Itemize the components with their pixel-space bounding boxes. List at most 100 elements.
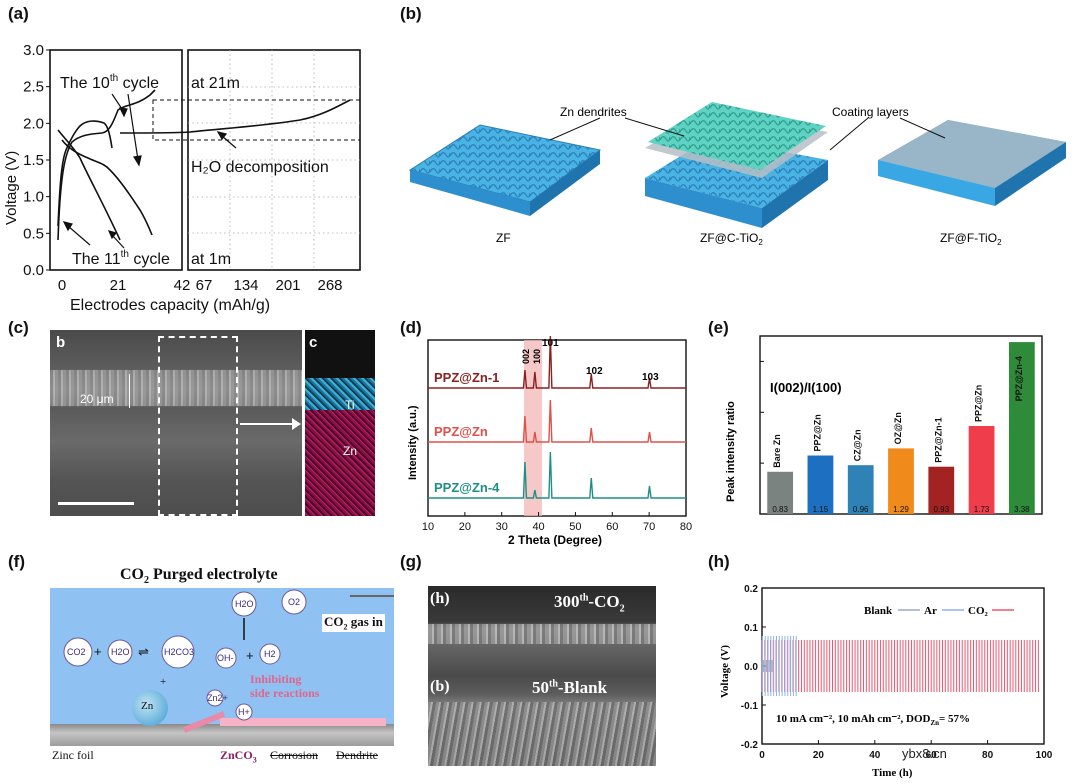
panel-h-legend: Blank Ar CO₂: [864, 605, 1014, 617]
bar-category-label: PPZ@Zn: [974, 385, 984, 422]
label-zf: ZF: [496, 231, 511, 245]
bar-6: [1008, 342, 1035, 514]
sem-50th-blank: (b) 50th-Blank: [428, 676, 656, 766]
panel-h-condition: 10 mA cm⁻², 10 mAh cm⁻², DODZn= 57%: [776, 713, 970, 727]
g-top-label: (h): [430, 590, 450, 607]
sem-300th-co2: (h) 300th-CO2: [428, 586, 656, 676]
bar-category-label: Bare Zn: [772, 434, 782, 468]
bar-value-label: 0.96: [853, 505, 869, 514]
bar-2: [847, 465, 874, 514]
panel-h-voltage-profile: 0.2 0.1 0.0 -0.1 -0.20 20 40 60 80 100 Blank Ar C…: [719, 584, 1053, 779]
a-ytick-label: 1.5: [23, 152, 44, 169]
g-top-title: 300th-CO2: [554, 592, 625, 615]
f-pink-arrow: [182, 711, 226, 733]
co2-signal: [761, 640, 1039, 692]
eds-label-ti: Ti: [345, 398, 355, 412]
xrd-line-0: [428, 335, 686, 389]
bar-5: [968, 426, 995, 514]
a-ytick-label: 1.0: [23, 189, 44, 206]
panel-a-xlabel: Electrodes capacity (mAh/g): [70, 297, 270, 314]
inhibit-band: [220, 718, 386, 726]
zinc-foil: [50, 724, 394, 746]
panel-h-ticks: 0.2 0.1 0.0 -0.1 -0.20 20 40 60 80 100: [741, 584, 1053, 761]
panel-label-b: (b): [400, 4, 422, 23]
label-zn-dendrites: Zn dendrites: [560, 105, 627, 119]
panel-d-ylabel: Intensity (a.u.): [407, 405, 419, 480]
svg-text:H+: H+: [238, 707, 250, 717]
curve-11th-discharge: [57, 129, 121, 241]
svg-text:OH-: OH-: [217, 653, 234, 663]
ann-11th-cycle: The 11th cycle: [72, 249, 170, 268]
peak-002: 002: [521, 349, 531, 364]
a-ytick-label: 2.0: [23, 115, 44, 132]
xrd-line-2: [428, 451, 686, 499]
xrd-series-label: PPZ@Zn-1: [434, 370, 499, 385]
bar-category-label: OZ@Zn: [893, 412, 903, 444]
watermark: ybx8.cn: [902, 746, 947, 761]
panel-d-axes: [427, 339, 687, 517]
d-xtick-label: 50: [569, 521, 581, 533]
panel-a-arrows: [62, 93, 237, 249]
coating-layer-texture: [50, 370, 302, 406]
legend-co2: CO₂: [968, 605, 989, 617]
d-xtick-label: 40: [532, 521, 544, 533]
h-ytick-label: 0.2: [744, 584, 758, 595]
bar-4: [928, 466, 955, 514]
svg-text:Zn2+: Zn2+: [207, 693, 228, 703]
d-xtick-label: 30: [496, 521, 508, 533]
f-dendrite-label: Dendrite: [336, 748, 378, 762]
panel-label-d: (d): [400, 318, 422, 337]
panel-e-bars: 0.83 Bare Zn 1.15 PPZ@Zn 0.96 CZ@Zn 1.29 OZ@Zn 0…: [767, 342, 1035, 514]
g-top-texture: [428, 624, 656, 644]
bar-0: [767, 471, 794, 514]
zf-block: [408, 124, 602, 216]
a-xtick-label: 21: [110, 277, 127, 294]
a-xtick-label: 268: [317, 277, 342, 294]
ann-h2o-decomposition: H₂O decomposition: [191, 159, 329, 176]
xrd-series-label: PPZ@Zn: [434, 424, 488, 439]
bar-value-label: 0.83: [772, 505, 788, 514]
bar-value-label: 1.29: [893, 505, 909, 514]
scale-bar: [58, 502, 134, 505]
h-xtick-label: 80: [982, 750, 994, 761]
d-xtick-label: 80: [680, 521, 692, 533]
h-ytick-label: 0.0: [744, 662, 758, 673]
zn-ion-sphere: [132, 690, 168, 726]
panel-label-a: (a): [8, 4, 29, 23]
a-ytick-label: 2.5: [23, 79, 44, 96]
bar-value-label: 0.93: [933, 505, 949, 514]
sem-cross-section: b 20 μm: [50, 330, 302, 516]
g-bottom-texture: [428, 702, 656, 766]
bar-1: [807, 455, 834, 514]
bar-value-label: 3.38: [1014, 505, 1030, 514]
panel-h-signal: [761, 636, 1039, 696]
a-xtick-label: 0: [58, 277, 66, 294]
bar-value-label: 1.73: [974, 505, 990, 514]
f-zinc-foil-label: Zinc foil: [52, 748, 94, 762]
svg-text:CO2: CO2: [67, 647, 86, 657]
panel-f-diagram: CO2 Purged electrolyte CO2 gas in CO2 H2…: [50, 566, 394, 765]
xrd-series-label: PPZ@Zn-4: [434, 480, 500, 495]
bar-category-label: PPZ@Zn: [812, 414, 822, 451]
h-xtick-label: 60: [926, 750, 938, 761]
label-coating-layers: Coating layers: [832, 105, 909, 119]
f-corrosion-label: Corrosion: [270, 748, 318, 762]
bar-3: [888, 448, 914, 514]
panel-a-xticks: 0 21 42 67 134 201 268: [58, 277, 343, 294]
thickness-marker: [129, 374, 130, 408]
selection-box: [158, 336, 238, 516]
label-zf-f-tio2: ZF@F-TiO2: [940, 231, 1002, 247]
f-plus-2: +: [246, 648, 254, 663]
ann-10th-cycle: The 10th cycle: [60, 73, 159, 92]
peak-100: 100: [532, 349, 542, 364]
bar-value-label: 1.15: [813, 505, 829, 514]
d-xtick-label: 70: [643, 521, 655, 533]
f-molecules: CO2 H2O H2CO3 H2O O2 OH- H2 H+ Zn2+ + ⇌ …: [63, 589, 394, 733]
panel-label-g: (g): [400, 552, 422, 571]
h-xtick-label: 40: [869, 750, 881, 761]
h-xtick-label: 100: [1036, 750, 1053, 761]
f-znco3-label: ZnCO3: [220, 748, 257, 765]
sem-thickness-label: 20 μm: [80, 392, 114, 406]
panel-a-zoom-box: [152, 99, 361, 141]
panel-a-voltage-plot: 0.0 0.5 1.0 1.5 2.0 2.5 3.0 0 21 42 67 134 201 268 T…: [3, 42, 361, 314]
